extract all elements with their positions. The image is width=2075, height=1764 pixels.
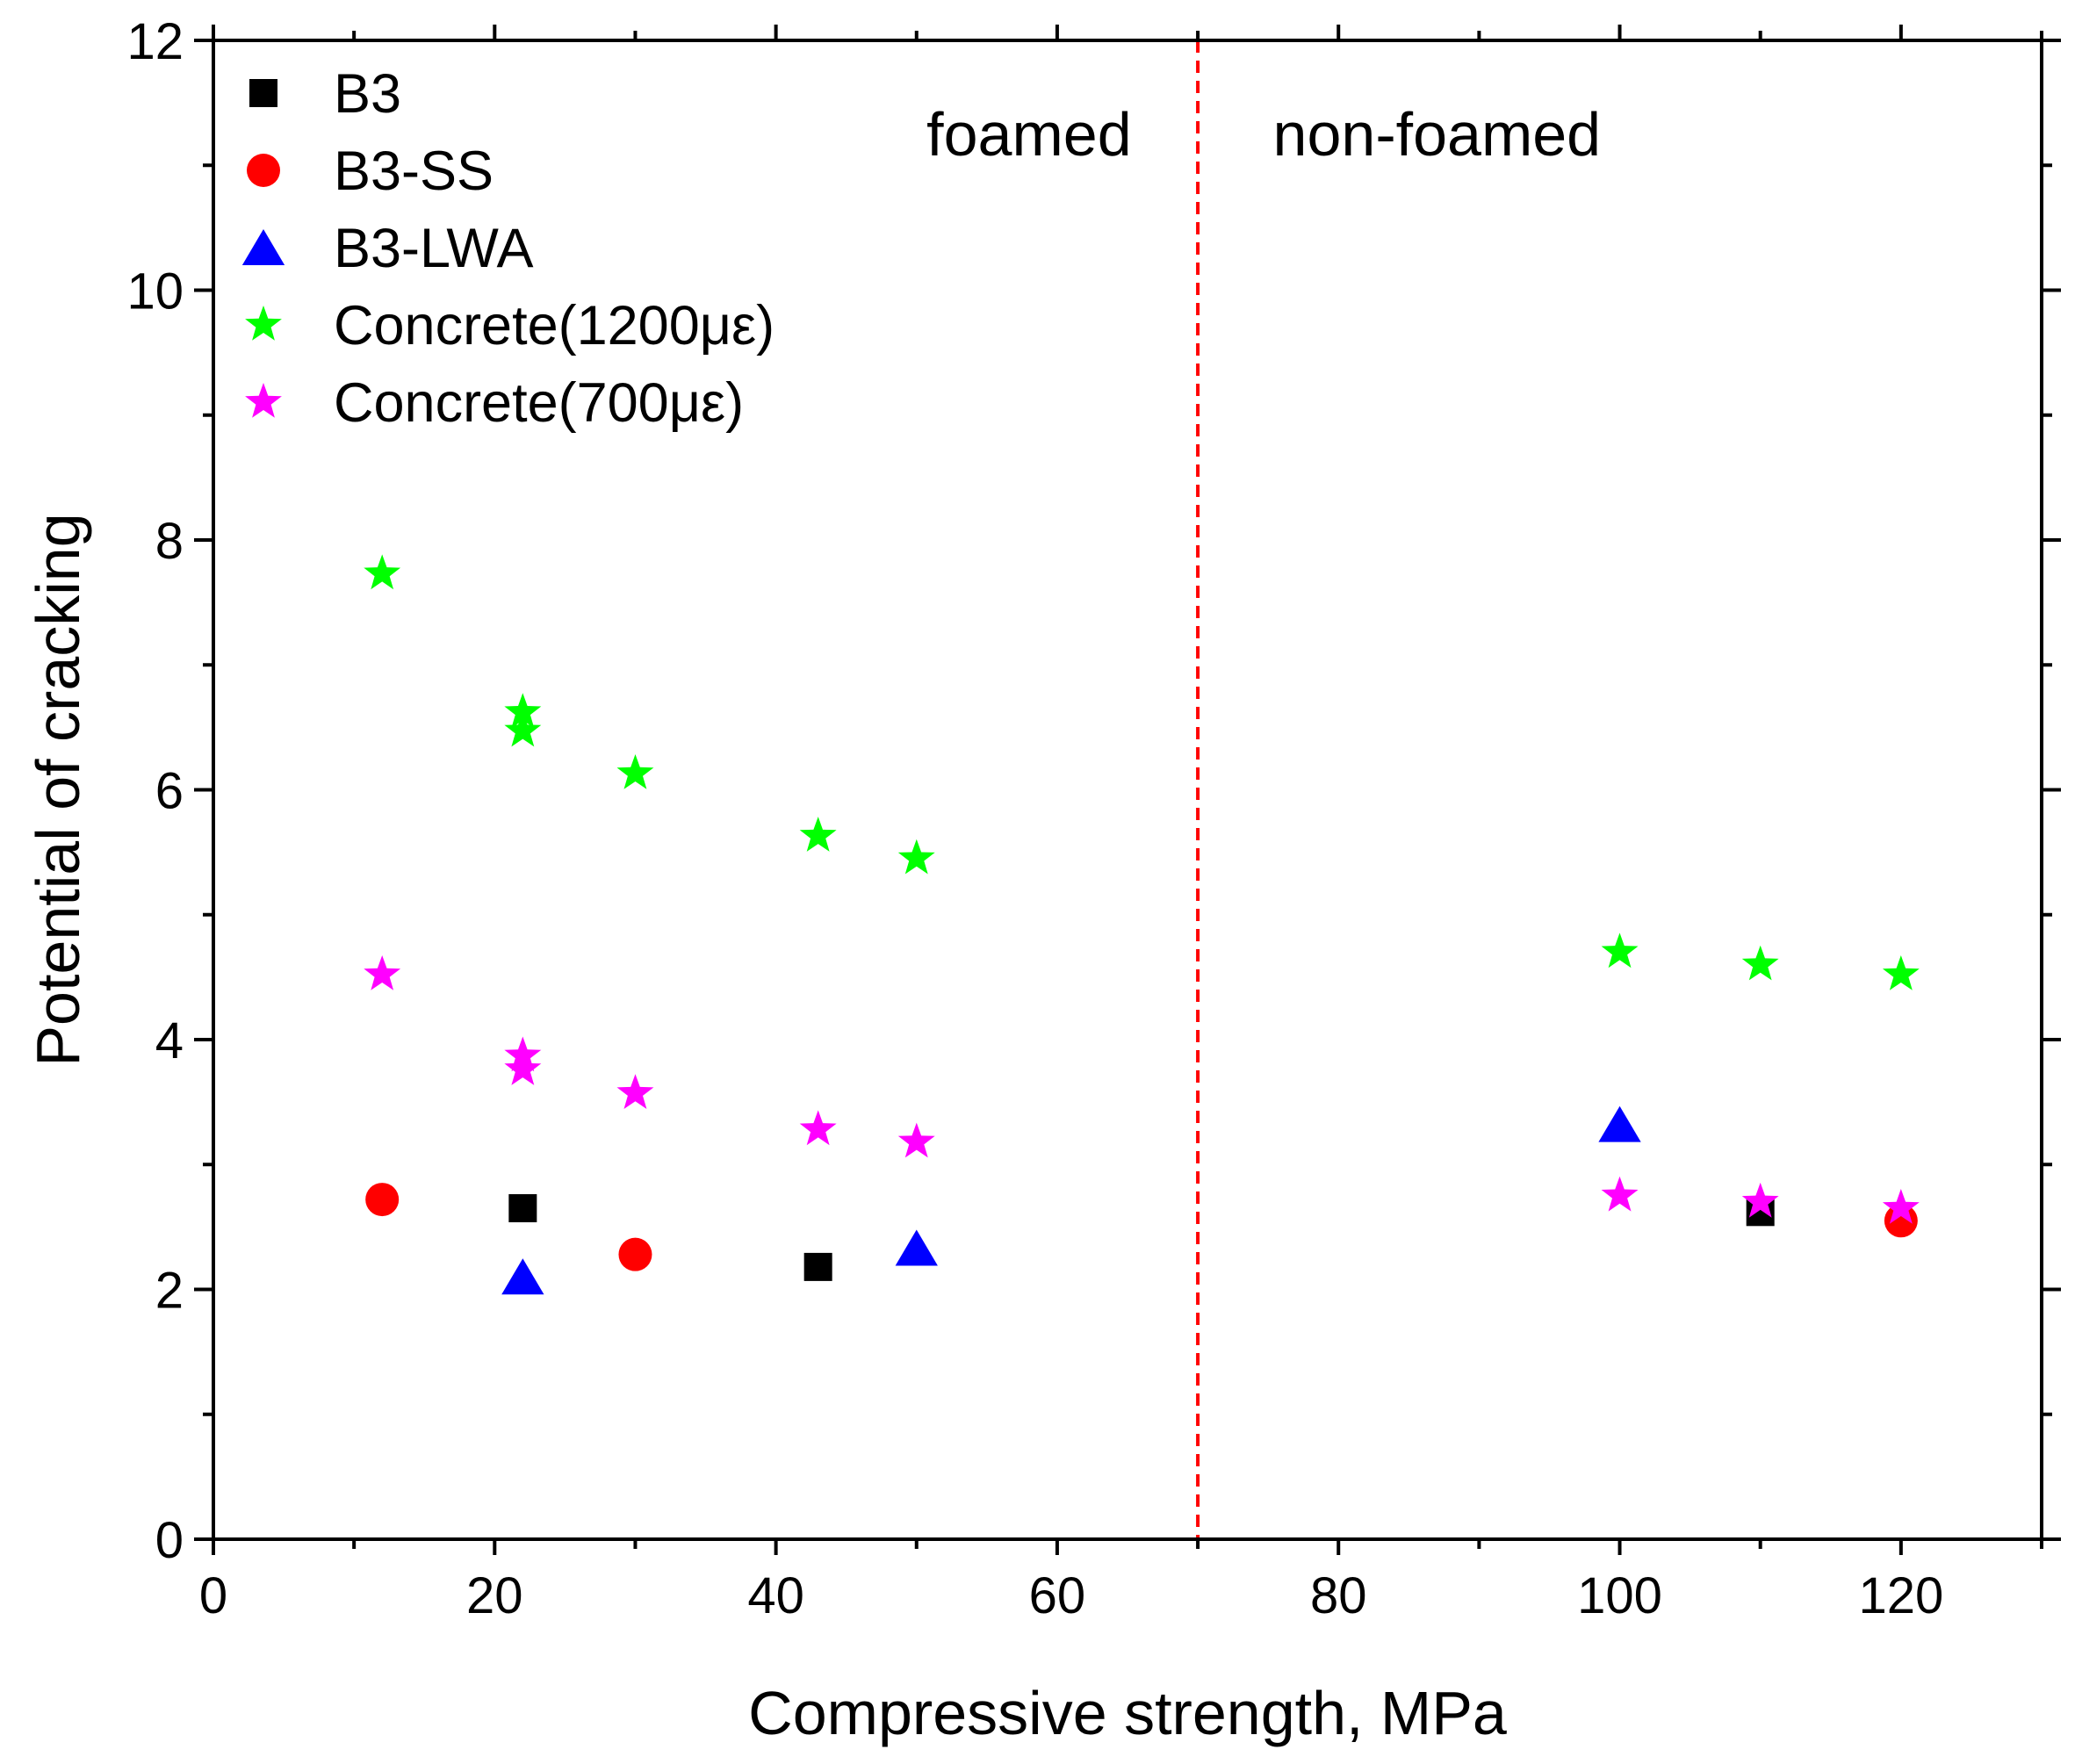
legend-label-concrete-700: Concrete(700με) [334,372,744,434]
y-axis-title: Potential of cracking [24,513,92,1066]
legend-label-concrete-1200: Concrete(1200με) [334,295,775,356]
point-concrete-700 [1601,1176,1639,1212]
point-concrete-1200 [897,839,935,875]
point-concrete-700 [1882,1189,1920,1224]
point-concrete-1200 [1882,955,1920,990]
point-concrete-700 [364,955,401,990]
point-b3-ss [1884,1204,1918,1238]
legend-label-b3-lwa: B3-LWA [334,218,534,279]
point-concrete-700 [799,1110,837,1146]
y-tick-label: 2 [155,1263,184,1320]
y-tick-label: 4 [155,1012,184,1069]
point-b3-ss [365,1183,400,1217]
x-tick-label: 20 [466,1567,523,1624]
point-b3-ss [618,1237,652,1271]
legend-marker-b3-ss [247,154,280,187]
point-b3 [803,1252,832,1281]
point-concrete-700 [897,1122,935,1158]
axis-ticks [194,25,2061,1555]
point-b3-lwa [501,1258,544,1295]
point-concrete-1200 [799,817,837,852]
point-concrete-700 [616,1074,654,1109]
legend-label-b3: B3 [334,63,401,125]
legend-marker-b3 [249,79,277,107]
legend-label-b3-ss: B3-SS [334,140,494,202]
legend-marker-b3-lwa [241,229,285,265]
x-tick-label: 0 [199,1567,227,1624]
x-tick-label: 60 [1029,1567,1086,1624]
x-tick-label: 80 [1310,1567,1367,1624]
y-tick-label: 6 [155,763,184,820]
foamed-label: foamed [926,100,1131,169]
point-concrete-1200 [504,693,542,729]
x-tick-label: 100 [1577,1567,1662,1624]
data-points [364,554,1920,1295]
y-tick-labels: 0 2 4 6 8 10 12 [126,13,184,1569]
y-tick-label: 10 [126,263,184,320]
y-tick-label: 12 [126,13,184,70]
point-concrete-700 [504,1050,542,1085]
x-axis-title: Compressive strength, MPa [748,1679,1507,1747]
legend-marker-concrete-1200 [245,306,282,341]
point-concrete-1200 [504,711,542,747]
point-concrete-700 [1741,1182,1779,1218]
point-b3-lwa [895,1229,938,1266]
legend-markers [241,79,285,418]
y-tick-label: 8 [155,513,184,570]
point-concrete-1200 [364,554,401,590]
point-concrete-1200 [1741,945,1779,981]
point-concrete-1200 [616,754,654,789]
point-b3-lwa [1598,1105,1641,1142]
legend-marker-concrete-700 [245,383,282,418]
non-foamed-label: non-foamed [1273,100,1602,169]
point-b3 [508,1194,537,1223]
y-tick-label: 0 [155,1512,184,1569]
point-concrete-1200 [1601,932,1639,968]
x-tick-label: 120 [1858,1567,1943,1624]
x-tick-label: 40 [747,1567,804,1624]
legend: B3 B3-SS B3-LWA Concrete(1200με) Concret… [241,63,775,434]
x-tick-labels: 0 20 40 60 80 100 120 [199,1567,1943,1624]
